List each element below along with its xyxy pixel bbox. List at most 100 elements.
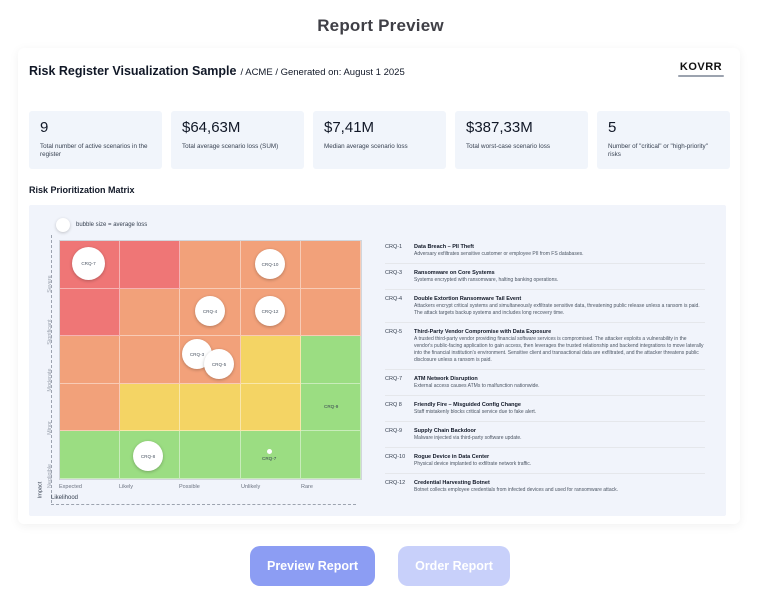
risk-id: CRQ-12 (385, 480, 406, 486)
likelihood-axis-line (51, 504, 356, 505)
risk-id: CRQ-9 (385, 428, 403, 434)
kpi-value: $64,63M (182, 119, 241, 136)
kpi-value: $7,41M (324, 119, 375, 136)
risk-title: Friendly Fire – Misguided Config Change (414, 402, 521, 408)
risk-id: CRQ-3 (385, 270, 403, 276)
matrix-cell-negligible-rare (300, 431, 361, 479)
matrix-cell-moderate-rare (300, 336, 361, 384)
risk-body: Credential Harvesting Botnet Botnet coll… (414, 480, 705, 494)
matrix-cell-significant-rare (300, 288, 361, 337)
kpi-label: Number of "critical" or "high-priority" … (608, 143, 708, 158)
bubble-legend-text: bubble size = average loss (76, 222, 148, 228)
risk-body: Double Extortion Ransomware Tail Event A… (414, 296, 705, 317)
risk-matrix-panel: bubble size = average loss Impact Severe… (29, 205, 726, 516)
risk-list: CRQ-1 Data Breach – PII Theft Adversary … (385, 241, 705, 502)
risk-bubble[interactable]: CRQ-4 (195, 296, 225, 326)
page-title: Report Preview (317, 16, 444, 35)
kpi-label: Total worst-case scenario loss (466, 143, 550, 150)
matrix-cell-minor-rare (300, 383, 361, 432)
risk-body: Data Breach – PII Theft Adversary exfilt… (414, 244, 705, 258)
risk-body: Third-Party Vendor Compromise with Data … (414, 329, 705, 364)
risk-body: Friendly Fire – Misguided Config Change … (414, 402, 705, 416)
risk-description: Malware injected via third-party softwar… (414, 435, 522, 441)
kpi-card: 5 Number of "critical" or "high-priority… (597, 111, 730, 169)
risk-body: Ransomware on Core Systems Systems encry… (414, 270, 705, 284)
risk-description: Adversary exfiltrates sensitive customer… (414, 251, 584, 257)
matrix-cell-severe-likely (120, 241, 181, 289)
risk-title: Third-Party Vendor Compromise with Data … (414, 329, 552, 335)
matrix-cell-minor-possible (180, 383, 241, 432)
risk-id: CRQ-10 (385, 454, 406, 460)
risk-list-item: CRQ-9 Supply Chain Backdoor Malware inje… (385, 425, 705, 448)
col-label-unlikely: Unlikely (241, 484, 261, 490)
order-report-button[interactable]: Order Report (398, 546, 510, 586)
risk-list-item: CRQ-10 Rogue Device in Data Center Physi… (385, 451, 705, 474)
kpi-label: Total number of active scenarios in the … (40, 143, 148, 158)
matrix-cell-moderate-expected (60, 336, 121, 384)
risk-description: Systems encrypted with ransomware, halti… (414, 277, 559, 283)
risk-list-item: CRQ-3 Ransomware on Core Systems Systems… (385, 267, 705, 290)
kpi-label: Total average scenario loss (SUM) (182, 143, 279, 150)
report-subtitle: / ACME / Generated on: August 1 2025 (240, 67, 405, 78)
kovrr-logo: KOVRR (678, 62, 724, 77)
risk-list-item: CRQ-7 ATM Network Disruption External ac… (385, 373, 705, 396)
kpi-card: 9 Total number of active scenarios in th… (29, 111, 162, 169)
matrix-cell-moderate-likely (120, 336, 181, 384)
kpi-value: 9 (40, 119, 49, 136)
risk-body: ATM Network Disruption External access c… (414, 376, 705, 390)
risk-description: Physical device implanted to exfiltrate … (414, 461, 532, 467)
risk-description: External access causes ATMs to malfuncti… (414, 383, 540, 389)
matrix-cell-negligible-unlikely (240, 431, 301, 479)
matrix-cell-minor-unlikely (240, 383, 301, 432)
report-header: Risk Register Visualization Sample / ACM… (29, 64, 405, 78)
risk-title: Supply Chain Backdoor (414, 428, 477, 434)
risk-bubble-label[interactable]: CRQ-9 (324, 404, 339, 409)
kpi-label: Median average scenario loss (324, 143, 408, 150)
bubble-legend: bubble size = average loss (56, 218, 147, 232)
risk-list-item: CRQ-1 Data Breach – PII Theft Adversary … (385, 241, 705, 264)
risk-bubble[interactable]: CRQ-8 (133, 441, 163, 471)
risk-description: A trusted third-party vendor providing f… (414, 336, 704, 363)
matrix-cell-severe-possible (180, 241, 241, 289)
risk-matrix-grid (59, 240, 362, 480)
risk-bubble[interactable]: CRQ-7 (72, 247, 105, 280)
col-label-possible: Possible (179, 484, 200, 490)
risk-list-item: CRQ-12 Credential Harvesting Botnet Botn… (385, 477, 705, 499)
logo-wordmark: KOVRR (679, 61, 723, 73)
col-label-likely: Likely (119, 484, 134, 490)
matrix-cell-severe-rare (300, 241, 361, 289)
report-preview-card: Risk Register Visualization Sample / ACM… (18, 48, 740, 524)
risk-body: Rogue Device in Data Center Physical dev… (414, 454, 705, 468)
risk-id: CRQ-1 (385, 244, 403, 250)
row-label-severe: Severe (47, 275, 53, 293)
risk-title: Rogue Device in Data Center (414, 454, 490, 460)
row-label-minor: Minor (47, 421, 53, 435)
kpi-card: $7,41M Median average scenario loss (313, 111, 446, 169)
matrix-cell-minor-expected (60, 383, 121, 432)
kpi-value: $387,33M (466, 119, 533, 136)
risk-bubble[interactable]: CRQ-12 (255, 296, 285, 326)
risk-title: Ransomware on Core Systems (414, 270, 495, 276)
risk-bubble-small[interactable] (267, 449, 272, 454)
risk-id: CRQ 8 (385, 402, 402, 408)
kpi-card: $64,63M Total average scenario loss (SUM… (171, 111, 304, 169)
risk-title: Double Extortion Ransomware Tail Event (414, 296, 522, 302)
preview-report-button[interactable]: Preview Report (250, 546, 375, 586)
risk-id: CRQ-7 (385, 376, 403, 382)
col-label-rare: Rare (301, 484, 313, 490)
risk-id: CRQ-5 (385, 329, 403, 335)
risk-bubble-label[interactable]: CRQ-7 (262, 456, 277, 461)
risk-bubble[interactable]: CRQ-10 (255, 249, 285, 279)
risk-description: Staff mistakenly blocks critical service… (414, 409, 537, 415)
risk-bubble[interactable]: CRQ-5 (204, 349, 234, 379)
risk-title: Data Breach – PII Theft (414, 244, 474, 250)
risk-id: CRQ-4 (385, 296, 403, 302)
kpi-row: 9 Total number of active scenarios in th… (29, 111, 730, 169)
matrix-cell-minor-likely (120, 383, 181, 432)
impact-axis-line (51, 235, 52, 503)
kpi-card: $387,33M Total worst-case scenario loss (455, 111, 588, 169)
matrix-cell-significant-expected (60, 288, 121, 337)
risk-list-item: CRQ-5 Third-Party Vendor Compromise with… (385, 326, 705, 370)
kpi-value: 5 (608, 119, 617, 136)
matrix-cell-significant-likely (120, 288, 181, 337)
